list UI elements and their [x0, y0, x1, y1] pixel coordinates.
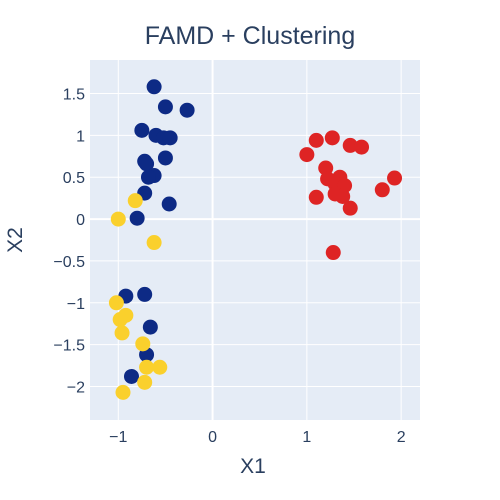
- tick-labels: −1 0 1 2 −2 −1.5 −1 −0.5 0 0.5 1 1.5: [53, 86, 405, 446]
- data-point: [308, 189, 324, 205]
- cluster-1-points: [118, 79, 195, 384]
- data-point: [137, 374, 153, 390]
- data-point: [157, 99, 173, 115]
- data-point: [146, 79, 162, 95]
- data-point: [179, 102, 195, 118]
- data-point: [139, 359, 155, 375]
- data-point: [387, 170, 403, 186]
- y-tick-label: −1.5: [53, 338, 85, 355]
- data-point: [135, 336, 151, 352]
- y-tick-label: −2: [67, 380, 85, 397]
- data-point: [325, 245, 341, 261]
- data-point: [374, 182, 390, 198]
- data-point: [137, 286, 153, 302]
- data-point: [115, 384, 131, 400]
- data-point: [146, 235, 162, 251]
- data-point: [342, 137, 358, 153]
- y-tick-label: −0.5: [53, 254, 85, 271]
- y-tick-label: 0: [76, 212, 85, 229]
- data-point: [140, 169, 156, 185]
- data-point: [335, 188, 351, 204]
- chart-title: FAMD + Clustering: [145, 22, 356, 50]
- data-point: [152, 359, 168, 375]
- data-point: [299, 147, 315, 163]
- y-tick-label: 1.5: [63, 86, 85, 103]
- data-point: [354, 139, 370, 155]
- cluster-3-points: [299, 130, 403, 261]
- data-point: [127, 193, 143, 209]
- data-point: [157, 150, 173, 166]
- data-point: [114, 325, 130, 341]
- y-tick-label: −1: [67, 296, 85, 313]
- data-point: [139, 156, 155, 172]
- data-point: [134, 122, 150, 138]
- x-axis-label: X1: [240, 455, 266, 478]
- data-point: [162, 130, 178, 146]
- data-point: [129, 210, 145, 226]
- data-point: [342, 200, 358, 216]
- y-axis-label: X2: [4, 227, 27, 253]
- data-point: [308, 132, 324, 148]
- y-tick-label: 1: [76, 128, 85, 145]
- data-point: [108, 295, 124, 311]
- data-point: [110, 211, 126, 227]
- x-tick-label: −1: [109, 429, 127, 446]
- gridlines: [90, 60, 420, 420]
- x-tick-label: 2: [397, 429, 406, 446]
- data-points: [108, 79, 403, 400]
- data-point: [123, 368, 139, 384]
- x-tick-label: 0: [208, 429, 217, 446]
- data-point: [142, 319, 158, 335]
- data-point: [161, 196, 177, 212]
- x-tick-label: 1: [302, 429, 311, 446]
- y-tick-label: 0.5: [63, 170, 85, 187]
- cluster-2-points: [108, 193, 168, 400]
- data-point: [324, 130, 340, 146]
- data-point: [112, 312, 128, 328]
